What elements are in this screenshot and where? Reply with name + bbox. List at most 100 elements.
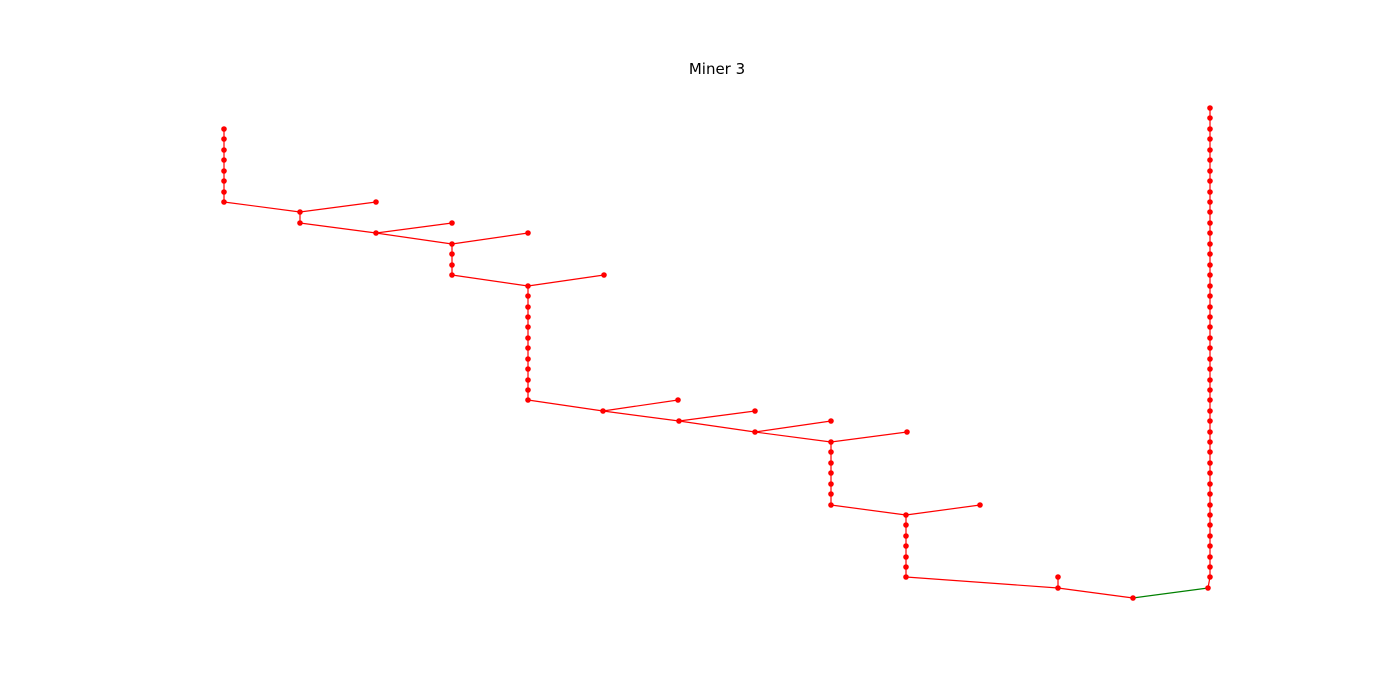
edge [602,399,679,412]
node [1207,283,1213,289]
node [1207,449,1213,455]
node [903,564,909,570]
node [1207,574,1213,580]
node [1207,314,1213,320]
node [449,272,455,278]
edge [299,222,377,234]
edge [602,410,680,422]
node [1207,554,1213,560]
node [1207,377,1213,383]
node [1207,230,1213,236]
node [1207,324,1213,330]
node [1207,199,1213,205]
node [221,199,227,205]
node [1207,543,1213,549]
node [1207,136,1213,142]
edge [905,576,1059,589]
node [903,574,909,580]
node [373,230,379,236]
edge [375,232,453,245]
node [1207,502,1213,508]
node [1207,366,1213,372]
node [675,397,681,403]
node [1207,481,1213,487]
node [1207,439,1213,445]
node [1207,272,1213,278]
node [903,512,909,518]
node [1207,397,1213,403]
node [1207,470,1213,476]
edge [375,222,453,234]
node [903,522,909,528]
node [1207,335,1213,341]
link-edge [1132,587,1209,599]
node [828,439,834,445]
node [373,199,379,205]
node [903,554,909,560]
edge [527,399,604,412]
node [1207,126,1213,132]
node [525,356,531,362]
node [525,324,531,330]
node [1207,418,1213,424]
node [221,157,227,163]
node [1207,168,1213,174]
node [828,502,834,508]
node [828,449,834,455]
node [600,408,606,414]
diagram-title: Miner 3 [688,60,746,78]
node [904,429,910,435]
node [752,429,758,435]
node [1207,241,1213,247]
nodes-layer [221,105,1213,601]
node [525,335,531,341]
node [221,189,227,195]
node [1207,564,1213,570]
node [1207,105,1213,111]
node [1207,115,1213,121]
node [828,460,834,466]
node [1207,533,1213,539]
node [1207,189,1213,195]
edge [1057,587,1134,599]
node [297,209,303,215]
node [449,241,455,247]
node [1207,356,1213,362]
edge [451,232,529,245]
node [221,178,227,184]
node [676,418,682,424]
node [449,262,455,268]
node [977,502,983,508]
node [903,533,909,539]
node [525,345,531,351]
node [1207,220,1213,226]
edge [754,431,832,443]
edge [451,274,529,287]
node [449,220,455,226]
node [1207,209,1213,215]
node [828,481,834,487]
edge [678,410,756,422]
node [221,168,227,174]
node [297,220,303,226]
node [1207,408,1213,414]
edge [223,201,301,213]
node [525,230,531,236]
edge [678,420,756,433]
node [1207,345,1213,351]
node [601,272,607,278]
node [1207,251,1213,257]
node [1207,512,1213,518]
edge [299,201,377,213]
node [525,377,531,383]
node [1207,293,1213,299]
node [525,283,531,289]
node [828,470,834,476]
node [1207,429,1213,435]
edge [527,274,605,287]
node [525,366,531,372]
node [828,418,834,424]
node [221,136,227,142]
node [1207,387,1213,393]
